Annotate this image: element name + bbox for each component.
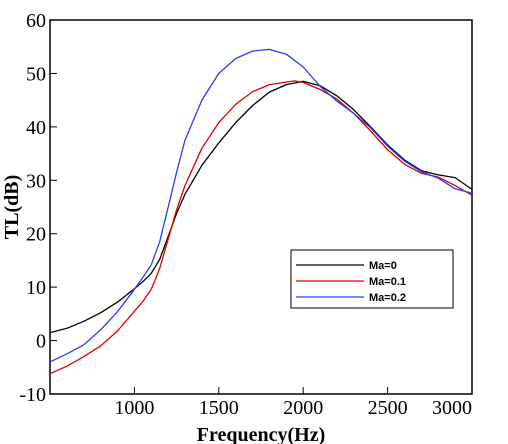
series-lines xyxy=(49,48,473,375)
y-tick-label: 30 xyxy=(26,170,46,192)
x-axis-ticks: 1000 1500 2000 2500 3000 xyxy=(114,387,473,419)
x-axis-label: Frequency(Hz) xyxy=(197,424,326,444)
y-axis-ticks: -10 0 10 20 30 40 50 60 xyxy=(19,10,57,406)
x-tick-label: 3000 xyxy=(432,397,472,419)
series-line-0 xyxy=(49,80,473,334)
y-tick-label: 10 xyxy=(26,277,46,299)
y-tick-label: 20 xyxy=(26,224,46,246)
y-tick-label: 60 xyxy=(26,10,46,32)
legend: Ma=0 Ma=0.1 Ma=0.2 xyxy=(290,249,454,309)
plot-frame xyxy=(49,19,473,395)
legend-label-2: Ma=0.2 xyxy=(369,292,406,304)
legend-box xyxy=(290,249,454,309)
x-tick-label: 2500 xyxy=(368,397,408,419)
legend-label-0: Ma=0 xyxy=(369,260,397,272)
y-tick-label: -10 xyxy=(19,384,46,406)
x-tick-label: 2000 xyxy=(283,397,323,419)
legend-items: Ma=0 Ma=0.1 Ma=0.2 xyxy=(296,260,406,304)
y-tick-label: 40 xyxy=(26,117,46,139)
x-tick-label: 1500 xyxy=(199,397,239,419)
legend-label-1: Ma=0.1 xyxy=(369,276,406,288)
series-line-2 xyxy=(49,48,473,363)
y-tick-label: 50 xyxy=(26,63,46,85)
y-tick-label: 0 xyxy=(36,331,46,353)
series-line-1 xyxy=(49,80,473,375)
x-tick-label: 1000 xyxy=(114,397,154,419)
y-axis-label: TL(dB) xyxy=(1,175,23,239)
